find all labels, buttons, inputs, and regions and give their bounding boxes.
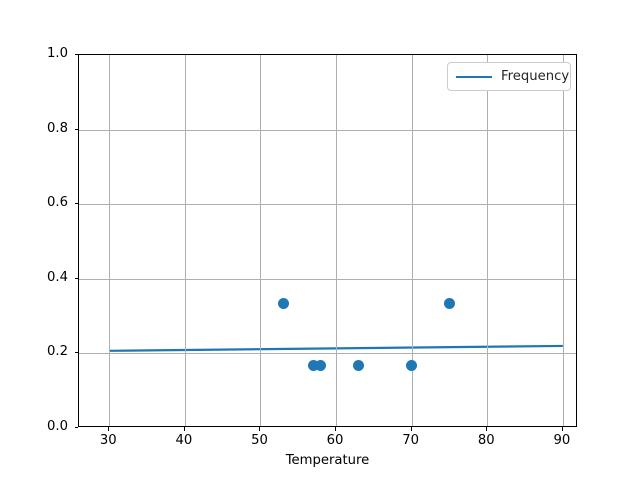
- legend-label-frequency: Frequency: [501, 69, 570, 84]
- y-tick-mark: [74, 277, 78, 279]
- y-tick-label: 0.2: [47, 344, 68, 360]
- scatter-point: [277, 298, 289, 310]
- scatter-point: [353, 360, 365, 372]
- y-tick-mark: [74, 128, 78, 130]
- x-gridline: [562, 55, 564, 426]
- x-gridline: [487, 55, 489, 426]
- trend-line-layer: [109, 344, 563, 352]
- y-tick-mark: [74, 54, 78, 55]
- scatter-point: [315, 360, 327, 372]
- x-gridline: [109, 55, 111, 426]
- scatter-point: [443, 298, 455, 310]
- x-tick-mark: [183, 427, 185, 431]
- x-gridline: [184, 55, 186, 426]
- x-gridline: [411, 55, 413, 426]
- x-tick-mark: [561, 427, 563, 431]
- x-tick-label: 70: [402, 433, 420, 448]
- y-tick-label: 1.0: [47, 46, 68, 61]
- x-tick-mark: [259, 427, 261, 431]
- y-tick-label: 0.0: [47, 419, 68, 434]
- y-gridline: [79, 353, 576, 355]
- x-gridline: [260, 55, 262, 426]
- x-tick-label: 40: [175, 433, 193, 448]
- y-gridline: [79, 129, 576, 131]
- x-tick-label: 60: [326, 433, 344, 448]
- scatter-point: [406, 360, 418, 372]
- x-gridline: [336, 55, 338, 426]
- x-tick-label: 90: [553, 433, 571, 448]
- y-tick-mark: [74, 427, 78, 428]
- x-tick-mark: [108, 427, 110, 431]
- plot-area: [78, 54, 577, 427]
- y-tick-label: 0.8: [47, 120, 68, 136]
- x-axis-label: Temperature: [285, 453, 370, 468]
- y-tick-mark: [74, 352, 78, 354]
- x-tick-label: 30: [99, 433, 117, 448]
- x-tick-label: 80: [477, 433, 495, 448]
- x-tick-mark: [486, 427, 488, 431]
- y-gridline: [79, 278, 576, 280]
- legend: Frequency: [447, 62, 571, 91]
- y-tick-mark: [74, 203, 78, 205]
- y-tick-label: 0.6: [47, 195, 68, 211]
- y-tick-label: 0.4: [47, 269, 68, 285]
- scatter-point: [307, 360, 319, 372]
- x-tick-label: 50: [251, 433, 268, 448]
- y-gridline: [79, 204, 576, 206]
- x-tick-mark: [410, 427, 412, 431]
- legend-line-swatch-icon: [456, 75, 492, 78]
- x-tick-mark: [335, 427, 337, 431]
